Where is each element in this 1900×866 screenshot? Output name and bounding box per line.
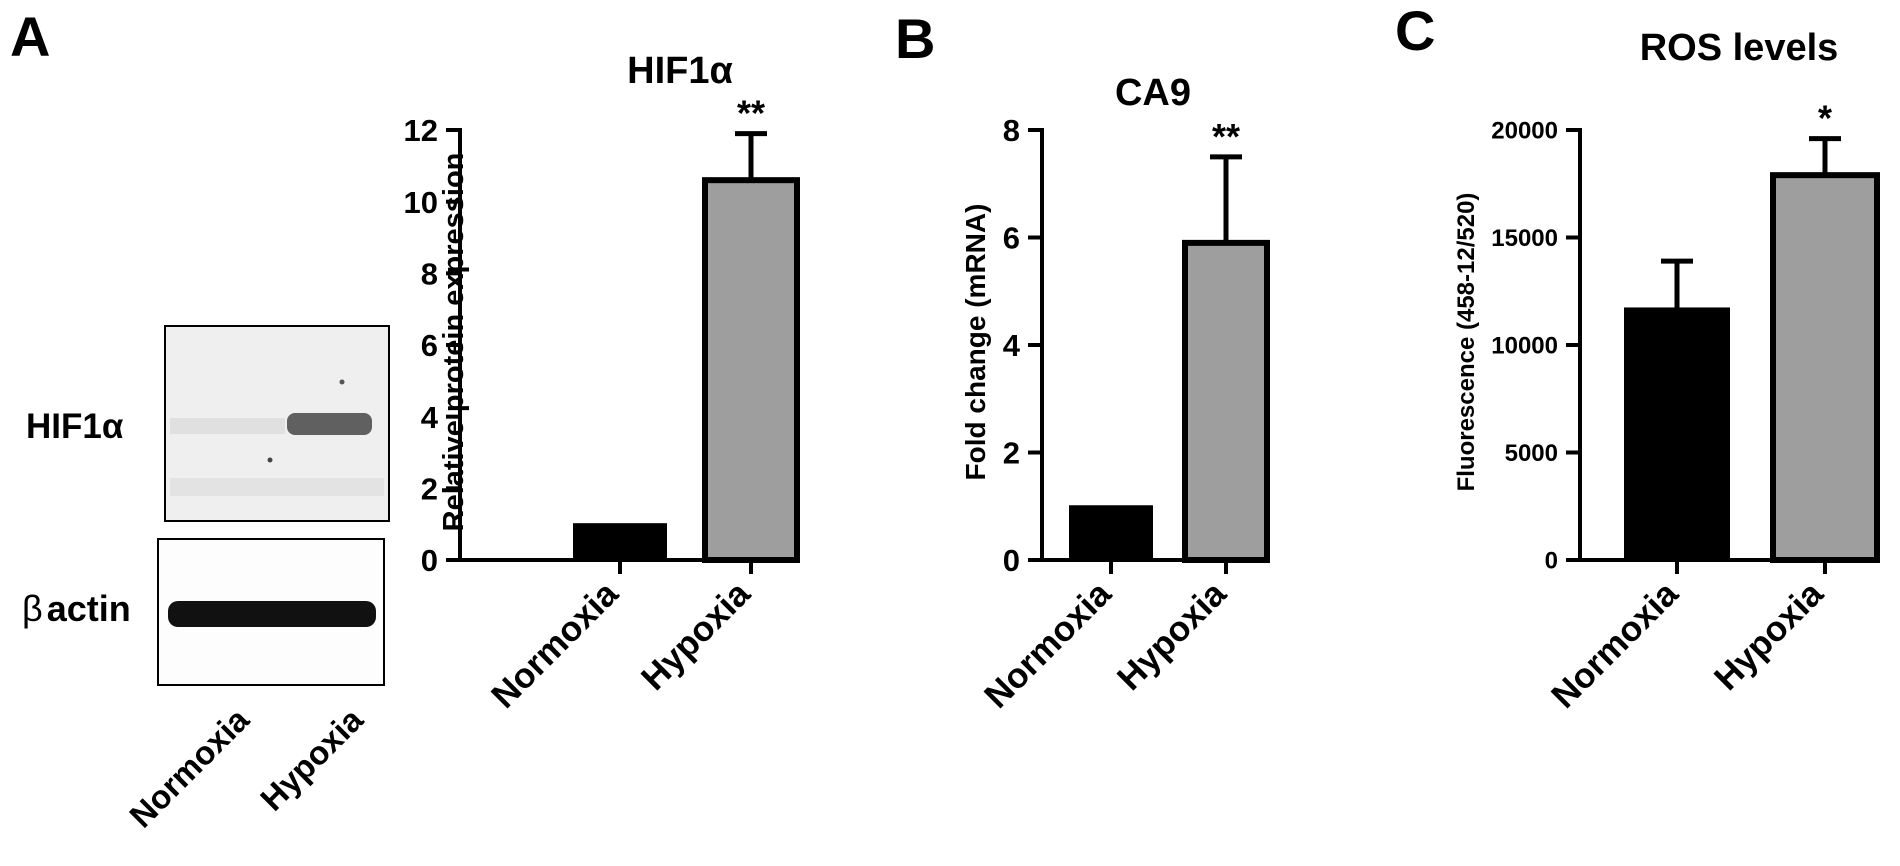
bar-normoxia [1624, 307, 1730, 562]
y-tick-label: 2 [421, 471, 438, 506]
blot-lane-label-hypoxia: Hypoxia [253, 700, 370, 817]
y-tick-label: 0 [1545, 548, 1558, 575]
y-tick-label: 20000 [1491, 118, 1558, 145]
y-tick-label: 5000 [1505, 440, 1558, 467]
blot-lane-label-normoxia: Normoxia [122, 700, 256, 834]
y-axis-label: Fluorescence (458-12/520) [1453, 193, 1480, 492]
western-blot: HIF1α β actin Normoxia Hypoxia [22, 325, 390, 835]
hif-blot-faint-band [170, 418, 285, 434]
y-tick-label: 15000 [1491, 225, 1558, 252]
y-tick-label: 4 [421, 400, 439, 435]
chart-title: HIF1α [627, 50, 733, 92]
chart-ca9: CA9 Fold change (mRNA) 0 2 4 6 8 Normoxia ** Hypo… [960, 72, 1270, 716]
bar-normoxia [1069, 505, 1153, 561]
bar-hypoxia [1182, 239, 1270, 563]
x-tick-label: Normoxia [484, 574, 626, 716]
hif-blot-lower-smear [170, 478, 384, 496]
y-tick-label: 8 [1003, 113, 1020, 148]
y-tick-label: 4 [1003, 328, 1021, 363]
blot-dot [339, 379, 345, 385]
y-axis-label: Fold change (mRNA) [960, 204, 991, 481]
y-tick-label: 10000 [1491, 333, 1558, 360]
x-tick-label: Hypoxia [634, 574, 758, 698]
significance-marker: ** [737, 93, 765, 134]
significance-marker: ** [1212, 116, 1240, 157]
y-tick-label: 0 [421, 543, 438, 578]
blot-dot [267, 457, 273, 463]
bar-hypoxia [702, 177, 800, 564]
x-tick-label: Normoxia [977, 574, 1119, 716]
y-tick-label: 6 [1003, 221, 1020, 256]
bar-hypoxia [1770, 172, 1880, 563]
significance-marker: * [1818, 98, 1832, 139]
actin-band [168, 601, 376, 627]
y-tick-label: 2 [1003, 436, 1020, 471]
bar-normoxia [573, 523, 667, 562]
x-tick-label: Hypoxia [1707, 574, 1831, 698]
panel-letter-a: A [10, 5, 50, 68]
y-tick-label: 0 [1003, 543, 1020, 578]
x-tick-label: Normoxia [1544, 574, 1686, 716]
hif-blot-label: HIF1α [26, 407, 124, 446]
chart-title: CA9 [1115, 72, 1191, 114]
panel-letter-c: C [1395, 0, 1435, 62]
y-tick-label: 10 [404, 185, 438, 220]
y-tick-label: 12 [404, 113, 438, 148]
chart-title: ROS levels [1640, 27, 1839, 69]
y-tick-label: 6 [421, 328, 438, 363]
actin-text: actin [47, 588, 131, 629]
panel-letter-b: B [895, 7, 935, 70]
actin-blot-label: β actin [22, 588, 131, 629]
hif-blot-hypoxia-band [287, 413, 372, 435]
y-axis-label: Relative protein expression [438, 153, 470, 532]
x-tick-label: Hypoxia [1110, 574, 1234, 698]
actin-greek: β [22, 588, 43, 629]
chart-ros-levels: ROS levels Fluorescence (458-12/520) 0 5000… [1453, 27, 1880, 716]
y-tick-label: 8 [421, 256, 438, 291]
